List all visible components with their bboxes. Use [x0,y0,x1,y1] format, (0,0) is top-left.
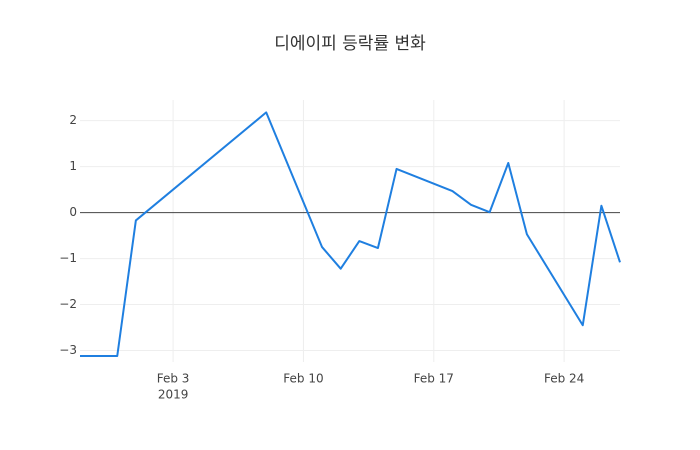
x-year-label: 2019 [158,388,189,402]
line-series [80,111,621,358]
y-tick-label: −2 [59,297,77,311]
x-tick-label: Feb 3 [157,372,190,386]
x-tick-label: Feb 24 [544,372,584,386]
y-tick-label: 2 [69,113,77,127]
y-tick-label: 0 [69,205,77,219]
y-tick-label: −3 [59,343,77,357]
chart-title: 디에이피 등락률 변화 [274,34,426,54]
y-tick-label: 1 [69,159,77,173]
x-tick-label: Feb 10 [283,372,323,386]
y-tick-label: −1 [59,251,77,265]
x-tick-label: Feb 17 [414,372,454,386]
